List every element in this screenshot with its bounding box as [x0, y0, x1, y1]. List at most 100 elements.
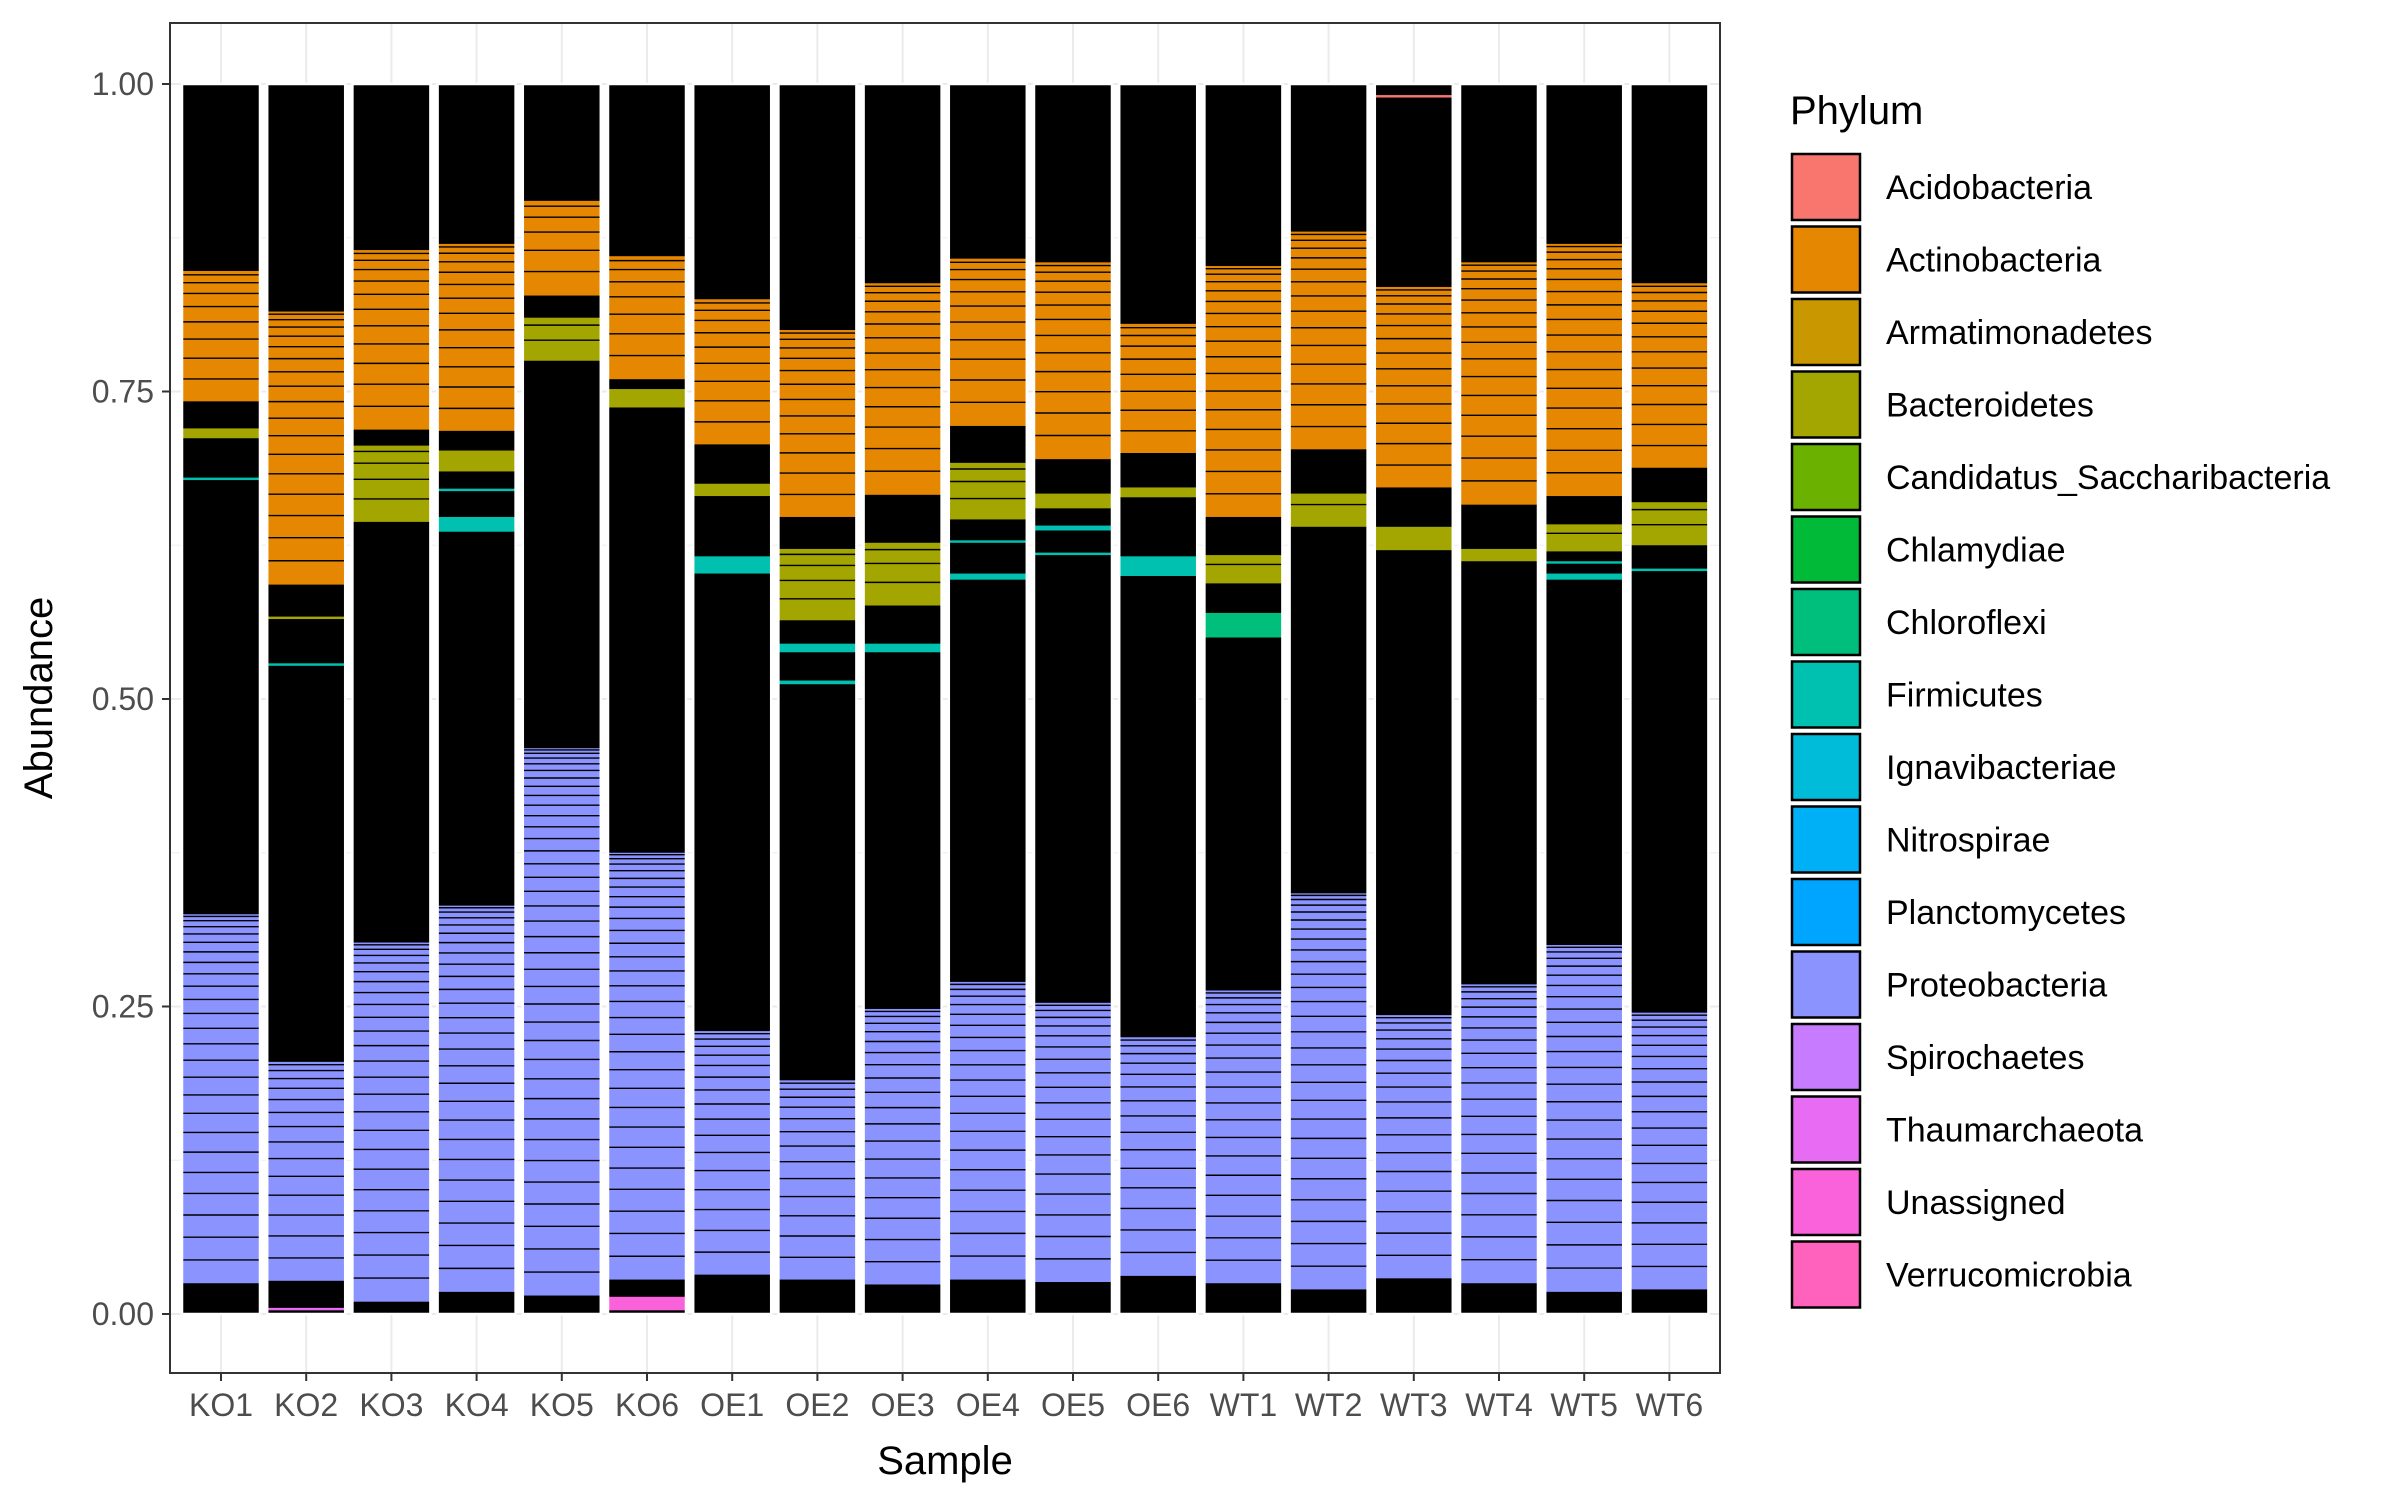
bar-KO5 — [521, 82, 603, 1316]
bar-segment-proteobacteria — [1034, 1002, 1112, 1283]
legend-label: Actinobacteria — [1886, 242, 2102, 280]
bar-outline-WT6 — [1629, 82, 1710, 1316]
bar-segment-bacteroidetes — [948, 462, 1027, 520]
bar-segment-firmicutes — [778, 643, 857, 653]
bar-OE2 — [777, 82, 858, 1316]
bar-WT5 — [1543, 82, 1625, 1316]
bar-segment-proteobacteria — [437, 905, 516, 1292]
bar-segment-firmicutes — [1034, 525, 1112, 531]
legend-label: Verrucomicrobia — [1886, 1257, 2132, 1295]
legend-label: Acidobacteria — [1886, 169, 2092, 207]
bar-KO3 — [351, 82, 432, 1316]
bar-segment-firmicutes — [1545, 573, 1624, 580]
bar-OE4 — [947, 82, 1029, 1316]
x-tick-label: KO4 — [445, 1387, 509, 1423]
legend-item: Bacteroidetes — [1790, 370, 2094, 439]
x-tick-label: KO3 — [359, 1387, 423, 1423]
bar-WT1 — [1203, 82, 1284, 1316]
bar-OE5 — [1032, 82, 1114, 1316]
legend-label: Spirochaetes — [1886, 1039, 2084, 1077]
bar-segment-firmicutes — [1034, 552, 1112, 556]
bar-segment-firmicutes — [693, 556, 772, 574]
bar-outline-KO4 — [436, 82, 517, 1316]
x-tick-label: WT3 — [1380, 1387, 1448, 1423]
bar-segment-firmicutes — [437, 488, 516, 492]
legend-swatch — [1790, 152, 1862, 222]
bar-segment-firmicutes — [1545, 561, 1624, 564]
bar-segment-bacteroidetes — [352, 445, 431, 522]
legend-item: Armatimonadetes — [1790, 297, 2152, 367]
bar-segment-proteobacteria — [352, 942, 431, 1302]
bar-outline-OE2 — [777, 82, 858, 1316]
bar-segment-unassigned — [608, 1296, 686, 1311]
x-tick-label: WT1 — [1210, 1387, 1278, 1423]
x-tick-label: WT4 — [1465, 1387, 1533, 1423]
x-axis: KO1 KO2 KO3 KO4 KO5 KO6 OE1 OE2 OE3 OE4 OE5 OE6 WT1 W… — [189, 1373, 1703, 1423]
bar-segment-actinobacteria — [863, 283, 942, 495]
x-tick-label: OE6 — [1126, 1387, 1190, 1423]
bar-segment-bacteroidetes — [608, 389, 686, 408]
bar-segment-firmicutes — [182, 477, 260, 481]
bar-segment-bacteroidetes — [1460, 548, 1538, 562]
y-tick-label: 1.00 — [92, 66, 154, 102]
bar-outline-OE5 — [1032, 82, 1114, 1316]
x-tick-label: WT5 — [1550, 1387, 1618, 1423]
legend-label: Firmicutes — [1886, 677, 2043, 715]
bar-OE6 — [1117, 82, 1199, 1316]
bar-segment-bacteroidetes — [863, 542, 942, 606]
bar-segment-firmicutes — [948, 573, 1027, 580]
bar-outline-KO2 — [265, 82, 347, 1316]
bar-segment-firmicutes — [1630, 568, 1709, 572]
x-tick-label: OE2 — [785, 1387, 849, 1423]
bar-segment-proteobacteria — [863, 1008, 942, 1285]
bar-outline-OE1 — [691, 82, 773, 1316]
legend-swatch — [1790, 587, 1862, 657]
bar-segment-bacteroidetes — [1545, 524, 1624, 552]
bar-outline-KO6 — [606, 82, 688, 1316]
x-tick-label: OE3 — [871, 1387, 935, 1423]
x-tick-label: WT2 — [1295, 1387, 1363, 1423]
legend-swatch — [1790, 877, 1862, 947]
bar-segment-actinobacteria — [778, 330, 857, 517]
bar-outline-KO3 — [351, 82, 432, 1316]
legend-label: Armatimonadetes — [1886, 314, 2152, 352]
bar-segment-actinobacteria — [1460, 262, 1538, 505]
bar-segment-firmicutes — [267, 663, 346, 666]
bar-outline-OE4 — [947, 82, 1029, 1316]
bar-segment-actinobacteria — [1630, 283, 1709, 468]
bar-segment-acidobacteria — [1374, 95, 1453, 98]
bar-KO1 — [180, 82, 262, 1316]
bar-segment-actinobacteria — [693, 299, 772, 445]
bar-outline-WT4 — [1458, 82, 1540, 1316]
bar-segment-bacteroidetes — [1374, 526, 1453, 551]
bar-segment-actinobacteria — [267, 311, 346, 585]
x-tick-label: WT6 — [1636, 1387, 1704, 1423]
bar-outline-WT5 — [1543, 82, 1625, 1316]
bar-segment-actinobacteria — [1289, 231, 1368, 450]
bar-segment-bacteroidetes — [267, 616, 346, 620]
legend-item: Chlamydiae — [1790, 515, 2066, 584]
legend-label: Chloroflexi — [1886, 604, 2047, 642]
bar-segment-bacteroidetes — [182, 428, 260, 439]
bar-segment-firmicutes — [863, 643, 942, 653]
bar-segment-actinobacteria — [948, 258, 1027, 426]
legend-label: Bacteroidetes — [1886, 387, 2094, 425]
bars-layer — [180, 82, 1710, 1316]
x-tick-label: OE1 — [700, 1387, 764, 1423]
legend-swatch — [1790, 732, 1862, 802]
bar-outline-OE3 — [862, 82, 943, 1316]
bar-segment-proteobacteria — [1289, 893, 1368, 1290]
bar-segment-bacteroidetes — [522, 317, 601, 361]
bar-segment-actinobacteria — [1374, 286, 1453, 488]
bar-WT2 — [1288, 82, 1369, 1316]
bar-outline-KO1 — [180, 82, 262, 1316]
legend-item: Actinobacteria — [1790, 225, 2102, 294]
x-tick-label: KO5 — [530, 1387, 594, 1423]
bar-segment-thaumarchaeota — [267, 1307, 346, 1311]
legend-item: Candidatus_Saccharibacteria — [1790, 442, 2330, 512]
x-tick-label: KO6 — [615, 1387, 679, 1423]
bar-segment-bacteroidetes — [1630, 502, 1709, 546]
legend-swatch — [1790, 225, 1862, 294]
bar-segment-firmicutes — [948, 540, 1027, 543]
